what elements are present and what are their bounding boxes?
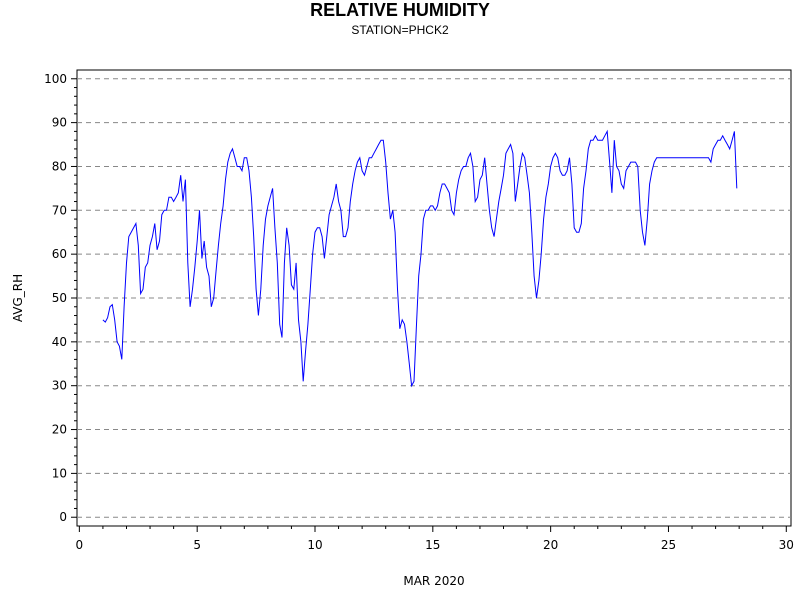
y-axis-label: AVG_RH — [11, 274, 25, 322]
x-tick-label: 30 — [779, 538, 794, 552]
x-axis-label: MAR 2020 — [403, 574, 464, 588]
x-tick-label: 0 — [76, 538, 84, 552]
chart-title: RELATIVE HUMIDITY — [310, 0, 490, 20]
y-tick-label: 80 — [52, 159, 67, 173]
y-tick-label: 10 — [52, 466, 67, 480]
y-tick-label: 70 — [52, 203, 67, 217]
y-tick-label: 90 — [52, 116, 67, 130]
chart-subtitle: STATION=PHCK2 — [351, 23, 449, 37]
y-tick-label: 60 — [52, 247, 67, 261]
y-tick-label: 40 — [52, 335, 67, 349]
y-tick-label: 30 — [52, 379, 67, 393]
y-tick-label: 0 — [59, 510, 67, 524]
y-tick-label: 50 — [52, 291, 67, 305]
x-tick-label: 25 — [661, 538, 676, 552]
x-tick-label: 5 — [193, 538, 201, 552]
y-tick-label: 100 — [44, 72, 67, 86]
x-tick-label: 10 — [307, 538, 322, 552]
series-line — [102, 129, 738, 388]
x-tick-label: 20 — [543, 538, 558, 552]
x-tick-label: 15 — [425, 538, 440, 552]
y-tick-label: 20 — [52, 423, 67, 437]
